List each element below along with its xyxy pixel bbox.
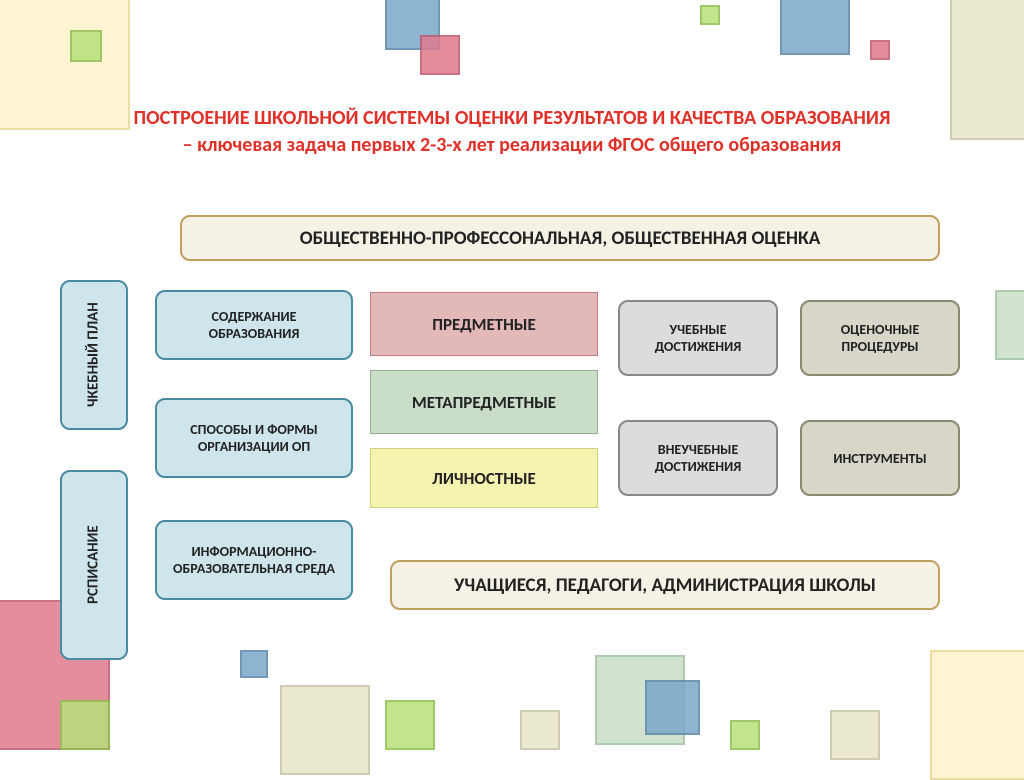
title-line-2: – ключевая задача первых 2-3-х лет реали… — [80, 132, 944, 159]
decor-square — [520, 710, 560, 750]
title-block: ПОСТРОЕНИЕ ШКОЛЬНОЙ СИСТЕМЫ ОЦЕНКИ РЕЗУЛ… — [80, 105, 944, 159]
box-label: ПРЕДМЕТНЫЕ — [432, 314, 536, 335]
box-label: ОБЩЕСТВЕННО-ПРОФЕССОНАЛЬНАЯ, ОБЩЕСТВЕННА… — [300, 227, 821, 250]
decor-square — [240, 650, 268, 678]
box-label: ВНЕУЧЕБНЫЕ ДОСТИЖЕНИЯ — [630, 441, 766, 475]
decor-square — [60, 700, 110, 750]
box-col3_b: ВНЕУЧЕБНЫЕ ДОСТИЖЕНИЯ — [618, 420, 778, 496]
decor-square — [780, 0, 850, 55]
box-col1_b: СПОСОБЫ И ФОРМЫ ОРГАНИЗАЦИИ ОП — [155, 398, 353, 478]
box-label: СОДЕРЖАНИЕ ОБРАЗОВАНИЯ — [167, 308, 341, 342]
box-label: ОЦЕНОЧНЫЕ ПРОЦЕДУРЫ — [812, 321, 948, 355]
box-left_schedule: РСПИСАНИЕ — [60, 470, 128, 660]
decor-square — [385, 700, 435, 750]
decor-square — [870, 40, 890, 60]
box-col4_a: ОЦЕНОЧНЫЕ ПРОЦЕДУРЫ — [800, 300, 960, 376]
box-col3_a: УЧЕБНЫЕ ДОСТИЖЕНИЯ — [618, 300, 778, 376]
box-col4_b: ИНСТРУМЕНТЫ — [800, 420, 960, 496]
decor-square — [700, 5, 720, 25]
box-col1_c: ИНФОРМАЦИОННО-ОБРАЗОВАТЕЛЬНАЯ СРЕДА — [155, 520, 353, 600]
box-label: УЧАЩИЕСЯ, ПЕДАГОГИ, АДМИНИСТРАЦИЯ ШКОЛЫ — [454, 574, 876, 597]
box-center_pred: ПРЕДМЕТНЫЕ — [370, 292, 598, 356]
decor-square — [950, 0, 1024, 140]
box-left_plan: ЧКЕБНЫЙ ПЛАН — [60, 280, 128, 430]
decor-square — [930, 650, 1024, 780]
box-top_banner: ОБЩЕСТВЕННО-ПРОФЕССОНАЛЬНАЯ, ОБЩЕСТВЕННА… — [180, 215, 940, 261]
box-label: РСПИСАНИЕ — [85, 526, 102, 605]
box-col1_a: СОДЕРЖАНИЕ ОБРАЗОВАНИЯ — [155, 290, 353, 360]
box-label: УЧЕБНЫЕ ДОСТИЖЕНИЯ — [630, 321, 766, 355]
decor-square — [830, 710, 880, 760]
box-center_meta: МЕТАПРЕДМЕТНЫЕ — [370, 370, 598, 434]
diagram-canvas: ПОСТРОЕНИЕ ШКОЛЬНОЙ СИСТЕМЫ ОЦЕНКИ РЕЗУЛ… — [0, 0, 1024, 768]
decor-square — [645, 680, 700, 735]
box-label: ЧКЕБНЫЙ ПЛАН — [85, 303, 102, 408]
decor-square — [70, 30, 102, 62]
decor-square — [420, 35, 460, 75]
box-label: ИНСТРУМЕНТЫ — [833, 450, 926, 467]
box-center_lich: ЛИЧНОСТНЫЕ — [370, 448, 598, 508]
box-bottom_banner: УЧАЩИЕСЯ, ПЕДАГОГИ, АДМИНИСТРАЦИЯ ШКОЛЫ — [390, 560, 940, 610]
box-label: СПОСОБЫ И ФОРМЫ ОРГАНИЗАЦИИ ОП — [167, 421, 341, 455]
decor-square — [730, 720, 760, 750]
decor-square — [995, 290, 1024, 360]
decor-square — [280, 685, 370, 775]
box-label: МЕТАПРЕДМЕТНЫЕ — [412, 392, 556, 413]
title-line-1: ПОСТРОЕНИЕ ШКОЛЬНОЙ СИСТЕМЫ ОЦЕНКИ РЕЗУЛ… — [80, 105, 944, 132]
box-label: ЛИЧНОСТНЫЕ — [432, 468, 536, 489]
box-label: ИНФОРМАЦИОННО-ОБРАЗОВАТЕЛЬНАЯ СРЕДА — [167, 543, 341, 577]
